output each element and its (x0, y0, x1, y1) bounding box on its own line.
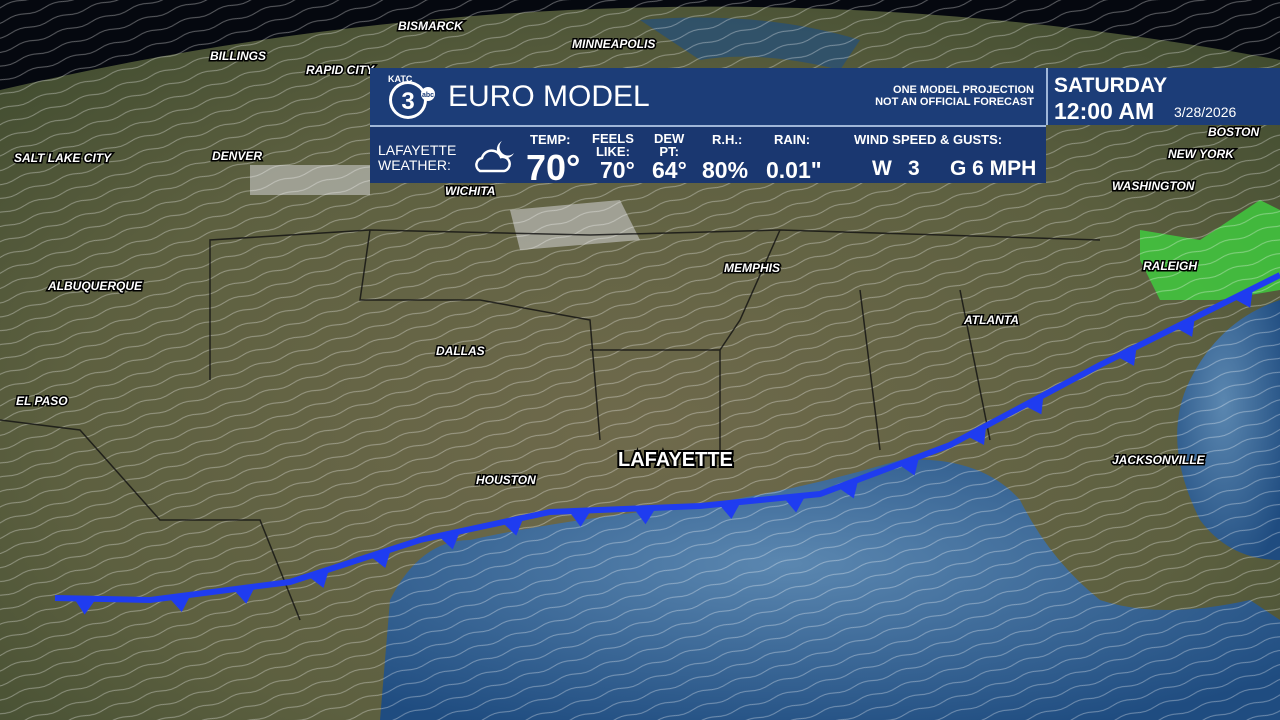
city-labels: BISMARCK MINNEAPOLIS BILLINGS RAPID CITY… (13, 18, 1261, 489)
time: 12:00 AM (1054, 98, 1155, 124)
title: EURO MODEL (448, 80, 650, 113)
front-triangle (1233, 288, 1253, 308)
front-triangle (783, 495, 806, 513)
front-triangle (502, 517, 524, 536)
city-label: NEW YORK (1168, 147, 1235, 161)
station-logo: KATC 3 abc (388, 74, 435, 119)
city-label: ALBUQUERQUE (47, 279, 143, 293)
logo-station: KATC (388, 74, 413, 84)
front-triangle (633, 507, 656, 525)
city-label: ATLANTA (963, 313, 1019, 327)
front-line (54, 272, 1280, 604)
city-label: RALEIGH (1143, 259, 1197, 273)
moon (496, 141, 514, 159)
dew-point-label: DEW PT: (654, 132, 684, 158)
city-label: MEMPHIS (724, 261, 780, 275)
front-triangle (73, 598, 96, 615)
location-line: WEATHER: (378, 157, 451, 173)
front-triangle (568, 510, 591, 527)
city-label: RAPID CITY (306, 63, 375, 77)
wind-label: WIND SPEED & GUSTS: (854, 132, 1003, 147)
city-label: BISMARCK (398, 19, 464, 33)
logo-network: abc (422, 92, 434, 99)
city-label: MINNEAPOLIS (572, 37, 655, 51)
state-borders (0, 229, 1101, 621)
conditions-bar: LAFAYETTE WEATHER: TEMP: 70° FEELS LIKE:… (370, 127, 1046, 188)
front-triangle (308, 569, 330, 589)
front-triangle (837, 479, 859, 499)
cloud (475, 149, 511, 173)
cold-front (54, 272, 1280, 615)
feels-like-label-line: LIKE: (595, 144, 630, 159)
logo-inner (392, 84, 424, 116)
front-triangle (966, 425, 987, 445)
front-triangle (369, 549, 391, 569)
city-label: JACKSONVILLE (1112, 453, 1206, 467)
disclaimer: ONE MODEL PROJECTION NOT AN OFFICIAL FOR… (875, 84, 1034, 108)
wind-gusts: G 6 MPH (950, 157, 1037, 180)
city-label: BOSTON (1208, 125, 1259, 139)
city-label: BILLINGS (210, 49, 266, 63)
logo-number: 3 (401, 88, 414, 115)
front-triangle (1116, 346, 1137, 366)
date: 3/28/2026 (1174, 104, 1237, 120)
disclaimer-line: ONE MODEL PROJECTION (893, 84, 1034, 96)
front-triangle (168, 594, 191, 613)
rain-value: 0.01" (766, 157, 822, 183)
header-bar: KATC 3 abc EURO MODEL ONE MODEL PROJECTI… (370, 68, 1046, 127)
front-triangle (1024, 395, 1044, 415)
city-label: WASHINGTON (1112, 179, 1195, 193)
city-label: EL PASO (16, 394, 68, 408)
rain-label: RAIN: (774, 132, 811, 147)
front-triangle (1175, 317, 1195, 337)
location: LAFAYETTE WEATHER: (378, 143, 456, 173)
front-triangle (718, 501, 741, 519)
dew-point-label-line: DEW (654, 131, 685, 146)
temp-value: 70° (526, 147, 581, 188)
city-label: HOUSTON (476, 473, 536, 487)
front-triangle (898, 456, 920, 476)
dew-point-label-line: PT: (659, 144, 679, 159)
weather-icon (475, 141, 514, 173)
wind-speed: 3 (908, 157, 920, 180)
feels-like-value: 70° (600, 157, 635, 183)
city-label: SALT LAKE CITY (14, 151, 112, 165)
temp-label: TEMP: (530, 132, 571, 147)
dew-point-value: 64° (652, 157, 687, 183)
logo-network-dot (421, 87, 435, 101)
rh-value: 80% (702, 157, 749, 183)
city-label: WICHITA (445, 184, 495, 198)
location-line: LAFAYETTE (378, 142, 457, 158)
rh-label: R.H.: (712, 132, 743, 147)
front-triangle (438, 531, 461, 550)
city-label: DENVER (212, 149, 262, 163)
city-label: DALLAS (436, 344, 485, 358)
date-box: SATURDAY 12:00 AM 3/28/2026 (1046, 68, 1280, 125)
feels-like-label-line: FEELS (592, 131, 634, 146)
disclaimer-line: NOT AN OFFICIAL FORECAST (875, 96, 1034, 108)
city-label: LAFAYETTE (618, 449, 733, 471)
day: SATURDAY (1054, 74, 1168, 97)
feels-like-label: FEELS LIKE: (592, 132, 634, 158)
wind-direction: W (872, 157, 892, 180)
front-triangle (233, 586, 256, 604)
